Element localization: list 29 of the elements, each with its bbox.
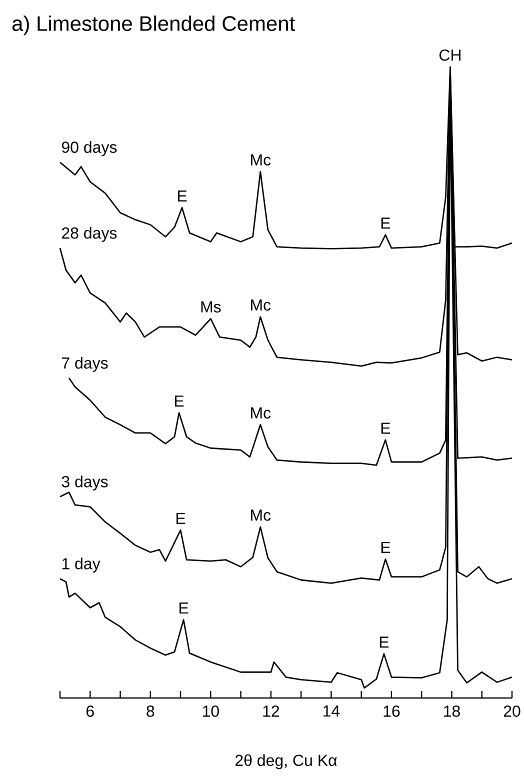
series-label: 28 days — [62, 226, 117, 242]
series-label: 1 day — [62, 558, 100, 573]
annotation: Mc — [250, 407, 271, 419]
annotation: Mc — [250, 300, 271, 311]
annotation: E — [176, 512, 186, 524]
annotation: Ms — [201, 301, 221, 313]
annotation: E — [381, 422, 390, 434]
annotation: Mc — [250, 510, 271, 521]
annotation: E — [381, 542, 390, 553]
annotation: E — [381, 218, 390, 229]
chart-title: a) Limestone Blended Cement — [12, 16, 295, 36]
series-label: 7 days — [62, 356, 108, 372]
x-tick-label: 16 — [384, 706, 400, 717]
annotation: CH — [439, 49, 460, 61]
annotation: E — [178, 190, 187, 202]
annotation: E — [179, 602, 188, 614]
x-tick-label: 8 — [146, 706, 154, 717]
series-label: 3 days — [62, 476, 108, 491]
x-tick-label: 12 — [263, 706, 279, 717]
x-axis-title: 2θ deg, Cu Kα — [235, 754, 337, 770]
x-tick-label: 20 — [504, 706, 520, 717]
annotation: E — [380, 636, 388, 648]
x-tick-label: 10 — [202, 706, 219, 717]
annotation: E — [174, 396, 184, 407]
x-tick-label: 6 — [86, 706, 94, 717]
x-tick-label: 18 — [444, 706, 460, 717]
x-tick-label: 14 — [323, 706, 340, 717]
annotation: Mc — [250, 154, 271, 166]
series-label: 90 days — [62, 141, 117, 156]
